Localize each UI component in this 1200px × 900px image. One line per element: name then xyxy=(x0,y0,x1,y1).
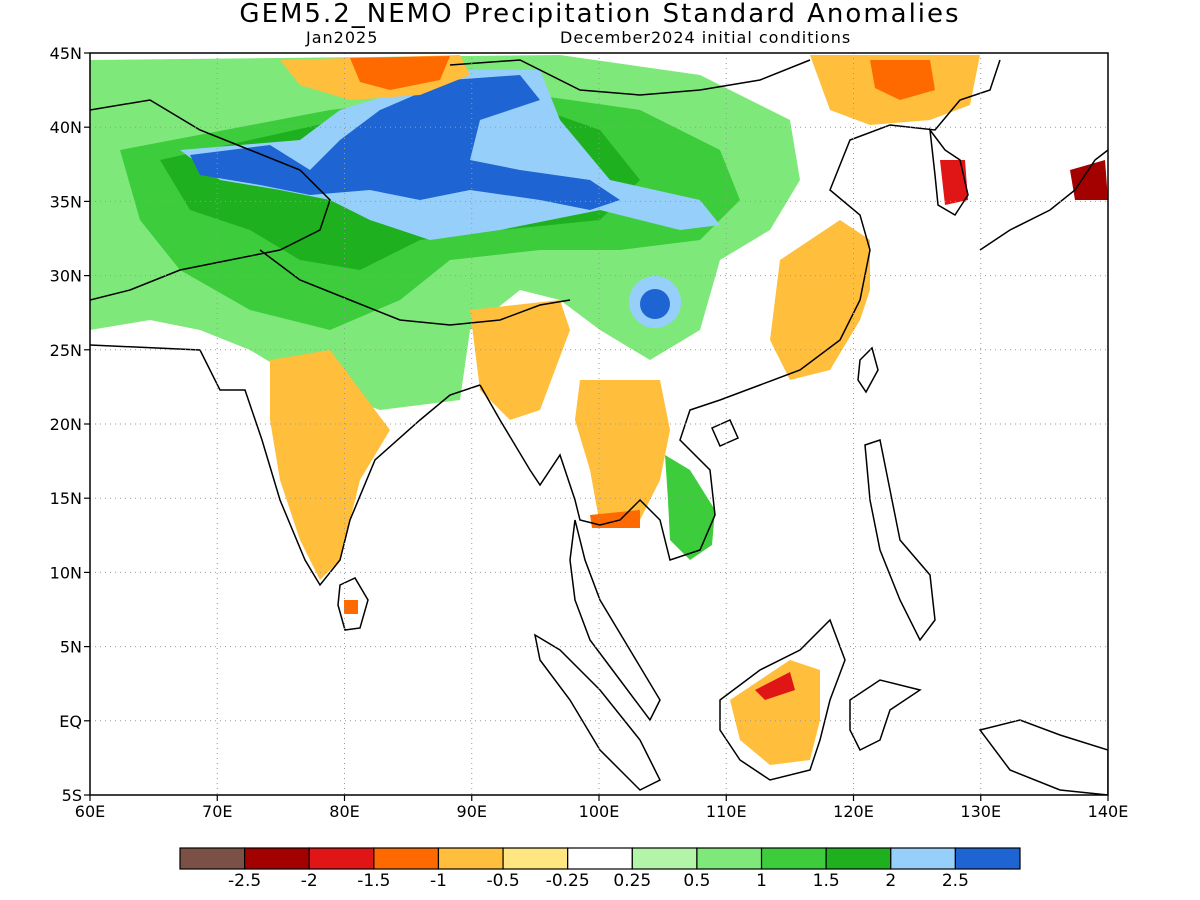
longitude-labels: 60E 70E 80E 90E 100E 110E 120E 130E 140E xyxy=(75,802,1129,821)
map-title: GEM5.2_NEMO Precipitation Standard Anoma… xyxy=(239,0,961,29)
coastline-taiwan xyxy=(857,346,879,394)
colorbar-label: 2 xyxy=(885,871,896,891)
coastline-borneo xyxy=(719,618,846,781)
colorbar-label: -2 xyxy=(301,871,318,891)
lon-tick-label: 110E xyxy=(706,802,747,821)
lon-tick-label: 100E xyxy=(579,802,620,821)
lon-tick-label: 80E xyxy=(329,802,359,821)
colorbar-swatch xyxy=(825,847,892,870)
anomaly-field xyxy=(90,55,1108,765)
dry-region-korea xyxy=(940,160,968,205)
colorbar-label: 2.5 xyxy=(942,871,969,891)
lat-tick-label: 15N xyxy=(50,489,82,508)
coastline-sumatra xyxy=(533,633,662,791)
border-himalaya xyxy=(259,249,571,326)
colorbar-label: 1.5 xyxy=(813,871,840,891)
dry-spot-sri-lanka xyxy=(344,600,358,614)
lat-tick-label: 35N xyxy=(50,192,82,211)
dry-region-thailand xyxy=(575,380,670,525)
latitude-labels: 45N 40N 35N 30N 25N 20N 15N 10N 5N EQ 5S xyxy=(50,44,82,805)
lat-tick-label: EQ xyxy=(59,712,82,731)
coastline-sri-lanka xyxy=(337,577,369,631)
colorbar-swatch xyxy=(954,847,1021,870)
lat-tick-label: 25N xyxy=(50,341,82,360)
gridlines xyxy=(90,53,1108,795)
colorbar-label: 1 xyxy=(756,871,767,891)
colorbar-swatch xyxy=(631,847,698,870)
lon-tick-label: 70E xyxy=(202,802,232,821)
coastline-hainan xyxy=(711,419,739,447)
colorbar-swatch xyxy=(373,847,440,870)
coastline-india xyxy=(90,344,481,587)
colorbar xyxy=(179,847,1021,870)
coastline-japan xyxy=(979,149,1108,251)
lon-tick-label: 130E xyxy=(960,802,1001,821)
colorbar-swatch xyxy=(760,847,827,870)
lon-tick-label: 120E xyxy=(833,802,874,821)
lat-tick-label: 5S xyxy=(62,786,82,805)
dry-region-mongolia-core xyxy=(870,60,935,100)
wet-region-vietnam xyxy=(665,455,715,560)
dry-region-indochina xyxy=(470,300,570,420)
lon-tick-label: 60E xyxy=(75,802,105,821)
colorbar-swatch xyxy=(890,847,956,870)
colorbar-label: 0.5 xyxy=(683,871,710,891)
colorbar-swatch xyxy=(308,847,375,870)
colorbar-label: -1.5 xyxy=(357,871,390,891)
colorbar-label: -1 xyxy=(430,871,447,891)
coastline-sulawesi xyxy=(849,679,922,752)
lat-tick-label: 30N xyxy=(50,267,82,286)
coastline-philippines xyxy=(864,439,936,642)
lon-tick-label: 140E xyxy=(1088,802,1129,821)
dry-region-xinjiang-core xyxy=(350,56,450,90)
colorbar-label: -0.25 xyxy=(546,871,590,891)
wet-spot-yunnan xyxy=(640,289,670,319)
colorbar-label: -0.5 xyxy=(486,871,519,891)
lat-tick-label: 20N xyxy=(50,415,82,434)
colorbar-label: -2.5 xyxy=(228,871,261,891)
colorbar-labels: -2.5 -2 -1.5 -1 -0.5 -0.25 0.25 0.5 1 1.5 2 2.5 xyxy=(228,871,969,891)
colorbar-swatch xyxy=(437,847,504,870)
colorbar-swatch xyxy=(567,847,633,870)
forecast-month: Jan2025 xyxy=(306,28,379,47)
lat-tick-label: 45N xyxy=(50,44,82,63)
colorbar-label: 0.25 xyxy=(613,871,651,891)
colorbar-swatch xyxy=(696,847,763,870)
wet-region-tibet-blue xyxy=(190,75,620,210)
axis-ticks xyxy=(84,52,1109,801)
dry-region-south-china xyxy=(770,220,870,380)
lat-tick-label: 40N xyxy=(50,118,82,137)
lat-tick-label: 5N xyxy=(60,638,82,657)
coastline-malay-peninsula xyxy=(569,519,661,722)
colorbar-swatch xyxy=(502,847,569,870)
dry-region-japan xyxy=(1070,160,1108,200)
dry-region-borneo-core xyxy=(755,672,795,700)
dry-region-india xyxy=(270,350,390,580)
colorbar-swatch xyxy=(179,847,246,870)
initial-conditions: December2024 initial conditions xyxy=(560,28,852,47)
coastline-korea xyxy=(928,127,969,217)
colorbar-swatch xyxy=(244,847,310,870)
coastlines xyxy=(90,59,1108,795)
border-central-asia xyxy=(90,99,331,301)
border-china-mongolia xyxy=(449,59,811,96)
dry-region-borneo xyxy=(730,660,820,765)
lon-tick-label: 90E xyxy=(457,802,487,821)
coastline-new-guinea xyxy=(978,719,1108,795)
lat-tick-label: 10N xyxy=(50,563,82,582)
coastline-indochina xyxy=(479,59,1001,561)
dry-region-thailand-core xyxy=(590,510,640,528)
